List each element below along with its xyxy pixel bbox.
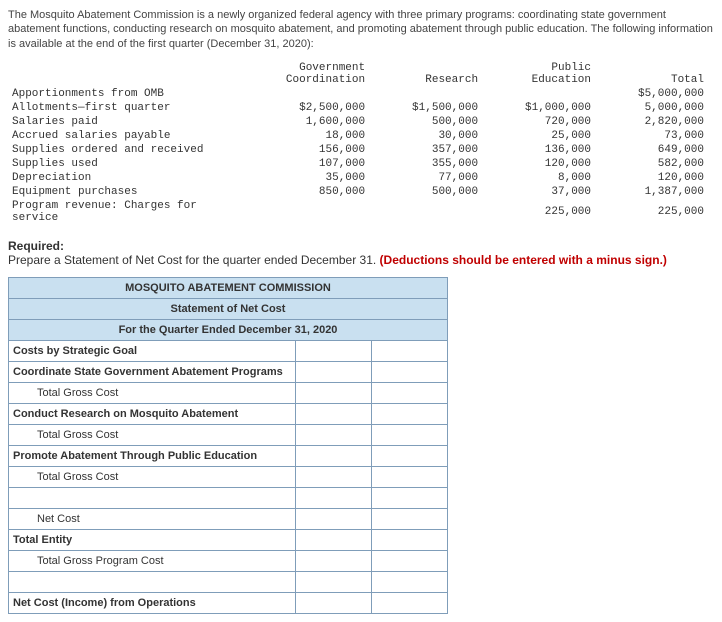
- table-row-label: Apportionments from OMB: [8, 87, 236, 101]
- col-total: Total: [595, 61, 708, 87]
- stmt-row-label: Total Gross Program Cost: [9, 550, 296, 571]
- table-cell: 37,000: [482, 185, 595, 199]
- stmt-input-col1[interactable]: [296, 424, 372, 445]
- stmt-input-col2[interactable]: [372, 361, 448, 382]
- stmt-input-col2[interactable]: [372, 424, 448, 445]
- stmt-input-col2[interactable]: [372, 508, 448, 529]
- deductions-note: (Deductions should be entered with a min…: [380, 253, 667, 267]
- table-cell: 720,000: [482, 115, 595, 129]
- stmt-row-label: Total Gross Cost: [9, 382, 296, 403]
- table-cell: [482, 87, 595, 101]
- table-cell: 30,000: [369, 129, 482, 143]
- stmt-row-label: [9, 571, 296, 592]
- stmt-input-col1[interactable]: [296, 529, 372, 550]
- stmt-row-label: Net Cost: [9, 508, 296, 529]
- table-cell: 136,000: [482, 143, 595, 157]
- table-cell: 8,000: [482, 171, 595, 185]
- stmt-input-col1[interactable]: [296, 508, 372, 529]
- intro-paragraph: The Mosquito Abatement Commission is a n…: [8, 8, 714, 51]
- table-row-label: Depreciation: [8, 171, 236, 185]
- table-cell: 1,387,000: [595, 185, 708, 199]
- stmt-input-col1[interactable]: [296, 340, 372, 361]
- stmt-input-col2[interactable]: [372, 592, 448, 613]
- table-cell: 1,600,000: [236, 115, 369, 129]
- stmt-input-col1[interactable]: [296, 445, 372, 466]
- table-cell: 649,000: [595, 143, 708, 157]
- statement-net-cost-table: MOSQUITO ABATEMENT COMMISSION Statement …: [8, 277, 448, 614]
- stmt-header-2: Statement of Net Cost: [9, 298, 448, 319]
- table-cell: [236, 199, 369, 225]
- table-row-label: Supplies used: [8, 157, 236, 171]
- col-research: Research: [369, 61, 482, 87]
- required-text: Prepare a Statement of Net Cost for the …: [8, 253, 714, 267]
- table-cell: 120,000: [595, 171, 708, 185]
- table-cell: [236, 87, 369, 101]
- stmt-input-col2[interactable]: [372, 340, 448, 361]
- table-cell: [369, 87, 482, 101]
- stmt-input-col1[interactable]: [296, 361, 372, 382]
- table-cell: $5,000,000: [595, 87, 708, 101]
- table-cell: [369, 199, 482, 225]
- table-cell: 77,000: [369, 171, 482, 185]
- col-gov-coord: GovernmentCoordination: [236, 61, 369, 87]
- stmt-row-label: Promote Abatement Through Public Educati…: [9, 445, 296, 466]
- stmt-row-label: Total Gross Cost: [9, 466, 296, 487]
- table-cell: $1,000,000: [482, 101, 595, 115]
- table-row-label: Equipment purchases: [8, 185, 236, 199]
- stmt-header-1: MOSQUITO ABATEMENT COMMISSION: [9, 277, 448, 298]
- stmt-header-3: For the Quarter Ended December 31, 2020: [9, 319, 448, 340]
- table-cell: 582,000: [595, 157, 708, 171]
- stmt-input-col1[interactable]: [296, 466, 372, 487]
- stmt-row-label: Conduct Research on Mosquito Abatement: [9, 403, 296, 424]
- required-label: Required:: [8, 239, 714, 253]
- financial-data-table: GovernmentCoordination Research PublicEd…: [8, 61, 708, 225]
- stmt-input-col2[interactable]: [372, 529, 448, 550]
- stmt-row-label: Net Cost (Income) from Operations: [9, 592, 296, 613]
- stmt-row-label: Coordinate State Government Abatement Pr…: [9, 361, 296, 382]
- table-row-label: Supplies ordered and received: [8, 143, 236, 157]
- table-cell: 357,000: [369, 143, 482, 157]
- table-cell: 120,000: [482, 157, 595, 171]
- table-cell: 25,000: [482, 129, 595, 143]
- table-cell: 500,000: [369, 115, 482, 129]
- table-cell: 73,000: [595, 129, 708, 143]
- table-cell: 850,000: [236, 185, 369, 199]
- table-row-label: Salaries paid: [8, 115, 236, 129]
- stmt-row-label: Total Gross Cost: [9, 424, 296, 445]
- table-cell: 18,000: [236, 129, 369, 143]
- stmt-input-col2[interactable]: [372, 382, 448, 403]
- stmt-input-col1[interactable]: [296, 571, 372, 592]
- stmt-input-col2[interactable]: [372, 487, 448, 508]
- stmt-input-col1[interactable]: [296, 403, 372, 424]
- table-row-label: Allotments—first quarter: [8, 101, 236, 115]
- table-cell: 225,000: [595, 199, 708, 225]
- table-row-label: Accrued salaries payable: [8, 129, 236, 143]
- stmt-input-col2[interactable]: [372, 445, 448, 466]
- table-cell: 355,000: [369, 157, 482, 171]
- stmt-row-label: [9, 487, 296, 508]
- table-cell: 5,000,000: [595, 101, 708, 115]
- table-cell: 107,000: [236, 157, 369, 171]
- stmt-input-col2[interactable]: [372, 550, 448, 571]
- table-cell: 156,000: [236, 143, 369, 157]
- table-cell: 500,000: [369, 185, 482, 199]
- table-cell: $1,500,000: [369, 101, 482, 115]
- stmt-input-col2[interactable]: [372, 571, 448, 592]
- table-row-label: Program revenue: Charges for service: [8, 199, 236, 225]
- table-cell: 35,000: [236, 171, 369, 185]
- stmt-input-col1[interactable]: [296, 487, 372, 508]
- stmt-row-label: Total Entity: [9, 529, 296, 550]
- stmt-row-label: Costs by Strategic Goal: [9, 340, 296, 361]
- stmt-input-col2[interactable]: [372, 466, 448, 487]
- stmt-input-col1[interactable]: [296, 592, 372, 613]
- stmt-input-col1[interactable]: [296, 550, 372, 571]
- col-public-ed: PublicEducation: [482, 61, 595, 87]
- stmt-input-col2[interactable]: [372, 403, 448, 424]
- table-cell: 225,000: [482, 199, 595, 225]
- table-cell: $2,500,000: [236, 101, 369, 115]
- table-cell: 2,820,000: [595, 115, 708, 129]
- stmt-input-col1[interactable]: [296, 382, 372, 403]
